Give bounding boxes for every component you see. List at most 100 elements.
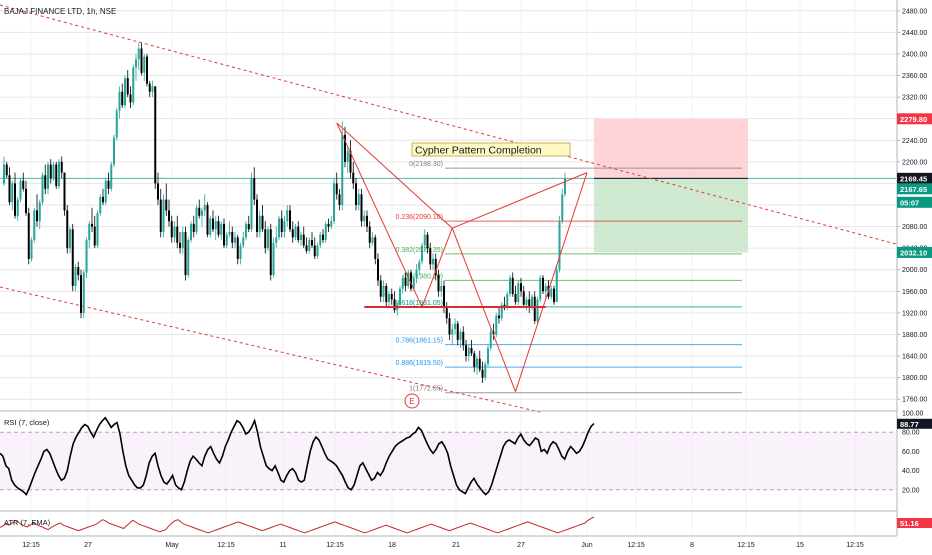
candle-body [330,221,333,227]
candle-body [36,210,38,222]
candle [338,188,341,211]
candle-body [465,345,467,357]
candle-body [489,331,492,348]
candle-body [157,183,159,200]
candle-body [492,331,495,335]
candle [267,226,269,251]
candle [190,221,192,243]
candle [113,134,115,168]
candle [93,215,96,249]
pattern-label-box[interactable]: Cypher Pattern Completion [411,142,571,157]
candle-body [478,358,481,370]
candle-body [148,83,151,92]
candle [423,229,426,251]
candle [393,291,396,313]
price-axis-tick: 2240.00 [902,138,927,145]
candle [132,64,135,106]
candle [121,83,124,108]
candle [377,253,379,286]
candle [454,318,456,335]
candle-body [198,207,201,216]
rsi-line [0,416,595,496]
candle [231,226,234,249]
event-marker[interactable]: E [404,393,420,409]
candle [203,194,206,216]
candle-body [33,210,36,241]
candle-body [399,288,401,305]
rsi-axis-tick: 100.00 [902,411,924,418]
pattern-leg [421,228,453,308]
atr-value-label: 51.16 [900,519,919,528]
candle [319,231,322,249]
candle [154,86,157,189]
candle-body [203,205,206,211]
candle-body [181,231,184,249]
candle [404,272,407,292]
pattern-triangle-leg [336,122,453,229]
candle-body [509,277,511,295]
candle [47,161,49,195]
candle-body [209,218,212,235]
price-axis-tick: 1760.00 [902,397,927,404]
candle-body [206,205,209,235]
candle-body [168,210,170,222]
candle-body [423,234,426,246]
candle [379,275,382,303]
candle [357,188,360,211]
candle-body [236,237,239,259]
candle-body [77,267,80,276]
time-axis-tick: 18 [388,542,396,549]
candle-body [302,234,305,246]
pattern-leg [451,228,516,392]
candle-body [63,172,66,211]
candle [542,275,544,295]
time-axis-tick: 12:15 [627,542,645,549]
candle [55,161,58,189]
candle-body [11,183,14,203]
candle [316,242,319,259]
candle-body [38,202,41,222]
candle [3,156,5,187]
candle [451,323,454,346]
candle [564,172,566,197]
candle [498,307,500,324]
candle [71,223,74,292]
candle-body [536,299,539,321]
candle [157,172,159,205]
candle-body [426,234,429,249]
candle [487,345,489,367]
candle [140,43,143,76]
rsi-value-badge [897,418,932,429]
time-axis-tick: 12:15 [326,542,344,549]
candle [223,218,225,249]
candle [456,320,459,346]
candle-body [110,164,113,189]
candle-body [454,323,456,330]
candle-body [506,294,509,308]
candle [341,121,344,211]
candle [368,221,371,249]
candle [16,196,19,222]
candle [445,302,448,324]
candle [239,242,242,265]
price-axis-tick: 2480.00 [902,8,927,15]
candle-body [162,199,165,232]
candle [36,194,38,227]
candle-body [66,210,69,249]
candle [371,231,374,246]
candle-body [313,245,316,257]
candle-body [429,248,432,265]
candle [481,361,484,384]
candle [283,215,286,238]
candle-body [231,231,234,243]
candle-body [179,242,181,249]
rsi-band-fill [0,432,896,490]
time-axis-tick: 12:15 [846,542,864,549]
rsi-axis-tick: 80.00 [902,430,920,437]
candle [520,277,522,297]
channel-lower-line [0,286,541,413]
candle [294,223,297,241]
candle-body [374,237,377,259]
